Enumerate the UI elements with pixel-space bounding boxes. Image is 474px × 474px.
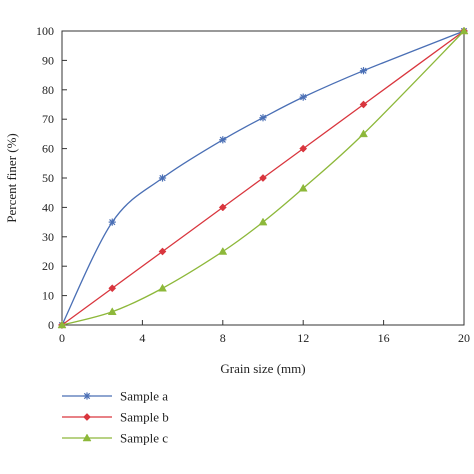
data-point	[359, 67, 368, 75]
series-layer	[57, 26, 469, 329]
y-tick-label: 30	[42, 230, 54, 244]
legend-marker	[82, 433, 92, 442]
x-tick-label: 0	[59, 331, 65, 345]
x-tick-label: 20	[458, 331, 470, 345]
series-diamond	[58, 27, 468, 329]
data-point	[108, 284, 117, 293]
asterisk-stroke	[83, 392, 91, 400]
asterisk-stroke	[219, 136, 226, 143]
x-tick-label: 16	[378, 331, 390, 345]
y-tick-label: 50	[42, 171, 54, 185]
data-point	[57, 320, 67, 329]
y-tick-label: 10	[42, 289, 54, 303]
data-point	[299, 93, 307, 101]
legend-label: Sample b	[120, 410, 169, 425]
y-tick-label: 0	[48, 318, 54, 332]
data-point	[298, 183, 308, 192]
data-point	[359, 129, 368, 138]
data-point	[158, 247, 167, 256]
data-point	[107, 307, 117, 316]
asterisk-stroke	[360, 67, 367, 74]
y-tick-label: 60	[42, 142, 54, 156]
data-point	[258, 217, 268, 226]
legend-item: Sample c	[62, 431, 168, 446]
x-tick-label: 4	[139, 331, 145, 345]
plot-frame	[61, 30, 465, 326]
y-tick-label: 100	[36, 24, 54, 38]
asterisk-stroke	[259, 114, 267, 121]
y-axis-title: Percent finer (%)	[4, 133, 19, 223]
data-point	[459, 26, 469, 35]
data-point	[259, 174, 267, 182]
x-tick-label: 12	[297, 331, 309, 345]
y-tick-label: 40	[42, 200, 54, 214]
y-tick-label: 90	[42, 53, 54, 67]
series-triangle	[57, 26, 469, 329]
data-point	[158, 174, 167, 182]
legend-marker	[83, 392, 91, 400]
y-tick-label: 20	[42, 259, 54, 273]
x-tick-label: 8	[220, 331, 226, 345]
data-point	[219, 136, 227, 144]
asterisk-stroke	[109, 218, 116, 226]
legend-marker	[83, 413, 91, 421]
legend-label: Sample c	[120, 431, 168, 446]
asterisk-stroke	[159, 174, 166, 182]
data-point	[108, 218, 116, 226]
legend: Sample a Sample b Sample c	[62, 389, 169, 446]
series-line	[61, 30, 465, 326]
legend-item: Sample b	[62, 410, 169, 425]
y-tick-label: 80	[42, 83, 54, 97]
data-point	[158, 283, 167, 292]
y-tick-label: 70	[42, 112, 54, 126]
legend-label: Sample a	[120, 389, 168, 404]
data-point	[359, 100, 368, 109]
data-point	[218, 246, 228, 255]
x-axis-title: Grain size (mm)	[220, 361, 305, 376]
data-point	[218, 203, 227, 212]
asterisk-stroke	[300, 94, 307, 101]
legend-item: Sample a	[62, 389, 168, 404]
data-point	[259, 114, 267, 122]
data-point	[299, 144, 308, 153]
